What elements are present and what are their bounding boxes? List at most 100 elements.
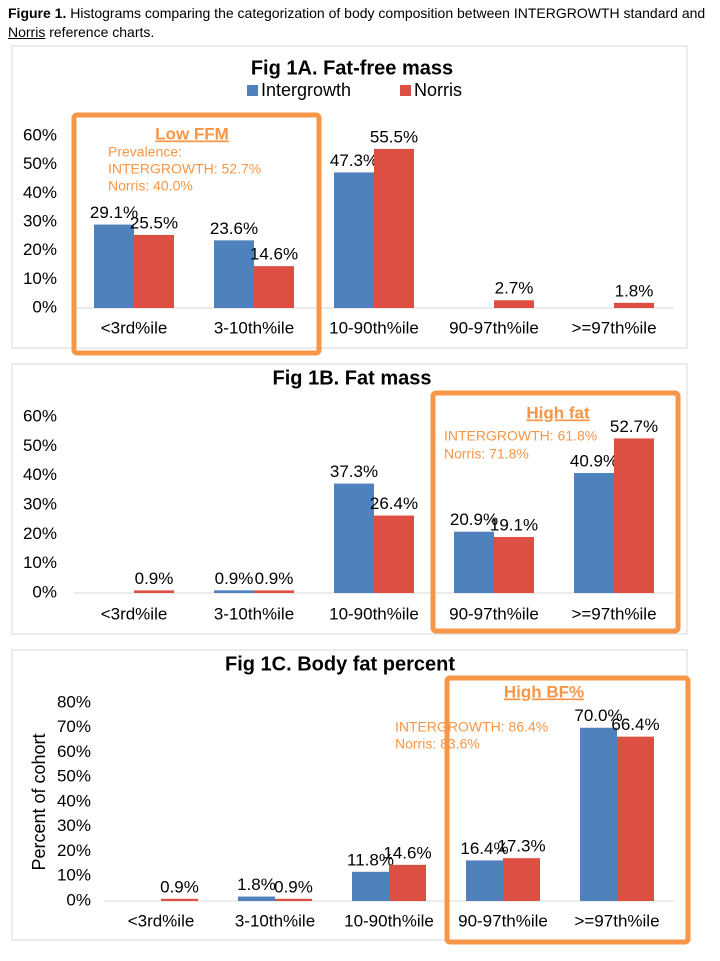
chart1-y-tick-label: 20% xyxy=(23,240,57,259)
chart1-legend-swatch-1 xyxy=(247,85,258,96)
chart3-norris-data-label: 0.9% xyxy=(160,877,199,896)
chart3-title: Fig 1C. Body fat percent xyxy=(225,653,455,675)
chart1-norris-data-label: 55.5% xyxy=(370,127,418,146)
chart3-category-label: 10-90th%ile xyxy=(344,911,434,930)
chart3-highlight-box xyxy=(444,675,691,945)
chart2-y-tick-label: 20% xyxy=(23,524,57,543)
chart1-intergrowth-data-label: 29.1% xyxy=(90,203,138,222)
chart1-intergrowth-bar xyxy=(214,240,254,308)
chart3-intergrowth-data-label: 16.4% xyxy=(460,839,508,858)
chart2-norris-data-label: 19.1% xyxy=(490,515,538,534)
chart2-y-tick-label: 30% xyxy=(23,494,57,513)
chart1-y-tick-label: 40% xyxy=(23,183,57,202)
caption-text-before: Histograms comparing the categorization … xyxy=(66,5,706,21)
chart3-y-axis-label: Percent of cohort xyxy=(29,733,49,870)
chart2-intergrowth-bar xyxy=(454,531,494,593)
chart2-category-label: <3rd%ile xyxy=(101,604,168,623)
chart3-y-tick-label: 40% xyxy=(57,791,91,810)
chart1-category-label: 3-10th%ile xyxy=(214,318,294,337)
chart2-intergrowth-data-label: 40.9% xyxy=(570,452,618,471)
chart2-norris-bar xyxy=(134,590,174,593)
chart3-intergrowth-bar xyxy=(466,860,503,901)
chart3-intergrowth-bar xyxy=(352,871,389,901)
chart2-intergrowth-bar xyxy=(574,473,614,593)
chart2-norris-data-label: 52.7% xyxy=(610,417,658,436)
chart1-y-tick-label: 10% xyxy=(23,269,57,288)
chart1-norris-data-label: 25.5% xyxy=(130,213,178,232)
chart1-legend-swatch-2 xyxy=(400,85,411,96)
chart3-y-tick-label: 30% xyxy=(57,816,91,835)
chart3-highlight-text: Norris: 83.6% xyxy=(395,736,480,752)
chart2-norris-data-label: 26.4% xyxy=(370,494,418,513)
chart1-intergrowth-data-label: 23.6% xyxy=(210,219,258,238)
chart2-title: Fig 1B. Fat mass xyxy=(273,367,432,389)
chart3-norris-bar xyxy=(161,898,198,901)
chart1-intergrowth-bar xyxy=(334,172,374,308)
chart3-norris-bar xyxy=(503,858,540,901)
chart1-legend-label-1: Intergrowth xyxy=(261,80,351,100)
chart1-norris-bar xyxy=(254,266,294,308)
chart2-norris-bar xyxy=(374,515,414,593)
chart2-highlight-text: Norris: 71.8% xyxy=(444,446,529,462)
chart1-intergrowth-bar xyxy=(94,224,134,308)
chart3-norris-data-label: 0.9% xyxy=(274,877,313,896)
chart3-y-tick-label: 60% xyxy=(57,742,91,761)
chart1-highlight-text: Norris: 40.0% xyxy=(108,178,193,194)
chart1-category-label: 10-90th%ile xyxy=(329,318,419,337)
chart1-category-label: <3rd%ile xyxy=(101,318,168,337)
chart3-intergrowth-data-label: 70.0% xyxy=(574,706,622,725)
chart1-norris-data-label: 2.7% xyxy=(495,279,534,298)
chart3-norris-bar xyxy=(617,736,654,901)
chart2-category-label: >=97th%ile xyxy=(571,604,656,623)
chart3-y-tick-label: 20% xyxy=(57,841,91,860)
chart1-highlight-text: Prevalence: xyxy=(108,144,182,160)
chart3-norris-data-label: 17.3% xyxy=(497,837,545,856)
chart2-category-label: 10-90th%ile xyxy=(329,604,419,623)
chart1-highlight-box xyxy=(71,112,322,356)
chart1-legend-label-2: Norris xyxy=(414,80,462,100)
chart2-y-tick-label: 0% xyxy=(32,582,57,601)
chart1-norris-bar xyxy=(494,300,534,308)
chart3-intergrowth-bar xyxy=(580,727,617,901)
chart1-category-label: 90-97th%ile xyxy=(449,318,539,337)
chart1-norris-data-label: 14.6% xyxy=(250,245,298,264)
chart1-title: Fig 1A. Fat-free mass xyxy=(251,57,453,79)
chart2-intergrowth-data-label: 20.9% xyxy=(450,510,498,529)
chart2-intergrowth-data-label: 0.9% xyxy=(215,569,254,588)
chart3-y-tick-label: 80% xyxy=(57,692,91,711)
chart2-norris-data-label: 0.9% xyxy=(255,569,294,588)
chart2-y-tick-label: 40% xyxy=(23,465,57,484)
caption-norris-link: Norris xyxy=(8,24,46,40)
chart2-category-label: 90-97th%ile xyxy=(449,604,539,623)
chart2-category-label: 3-10th%ile xyxy=(214,604,294,623)
chart2-y-tick-label: 60% xyxy=(23,406,57,425)
chart3-category-label: 90-97th%ile xyxy=(458,911,548,930)
chart1-category-label: >=97th%ile xyxy=(571,318,656,337)
chart3-highlight-title: High BF% xyxy=(504,682,584,701)
chart1-highlight-title: Low FFM xyxy=(155,124,229,143)
chart1-norris-data-label: 1.8% xyxy=(615,281,654,300)
chart3-y-tick-label: 70% xyxy=(57,717,91,736)
chart2-norris-data-label: 0.9% xyxy=(135,569,174,588)
chart2-highlight-box xyxy=(430,390,681,634)
caption-label: Figure 1. xyxy=(8,5,67,21)
chart1-y-tick-label: 30% xyxy=(23,211,57,230)
chart3-frame xyxy=(11,649,688,941)
chart1-norris-bar xyxy=(134,234,174,308)
chart3-intergrowth-data-label: 11.8% xyxy=(347,850,394,869)
chart1-y-tick-label: 50% xyxy=(23,154,57,173)
chart3-category-label: >=97th%ile xyxy=(574,911,659,930)
chart1-y-tick-label: 60% xyxy=(23,125,57,144)
chart2-intergrowth-bar xyxy=(214,590,254,593)
chart2-y-tick-label: 50% xyxy=(23,436,57,455)
chart3-y-tick-label: 50% xyxy=(57,767,91,786)
chart3-highlight-text: INTERGROWTH: 86.4% xyxy=(395,719,548,735)
chart3-y-tick-label: 0% xyxy=(66,890,91,909)
chart3-category-label: <3rd%ile xyxy=(128,911,195,930)
chart3-norris-data-label: 14.6% xyxy=(383,843,431,862)
chart2-norris-bar xyxy=(494,536,534,593)
chart3-intergrowth-data-label: 1.8% xyxy=(237,875,276,894)
chart2-intergrowth-bar xyxy=(334,483,374,593)
chart3-category-label: 3-10th%ile xyxy=(235,911,315,930)
